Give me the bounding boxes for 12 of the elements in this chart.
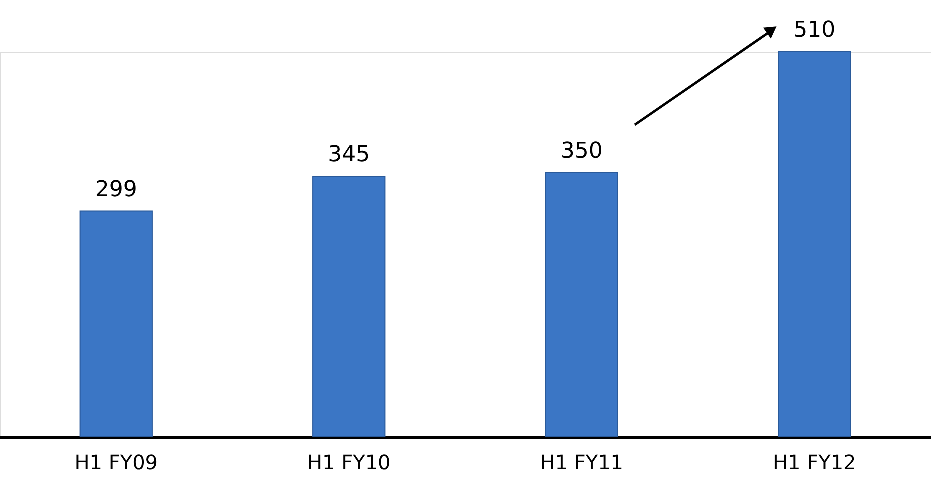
data-label: 345 [328, 142, 370, 168]
data-label: 510 [794, 18, 836, 43]
bar [545, 172, 618, 438]
x-tick-label: H1 FY12 [772, 450, 856, 474]
data-label: 350 [560, 138, 603, 164]
x-tick-label: H1 FY10 [307, 450, 391, 474]
x-tick-label: H1 FY09 [74, 450, 158, 474]
bar [312, 176, 386, 438]
bar [778, 52, 852, 438]
data-label: 299 [95, 177, 138, 202]
x-tick-label: H1 FY11 [540, 450, 624, 474]
bar [80, 210, 153, 438]
